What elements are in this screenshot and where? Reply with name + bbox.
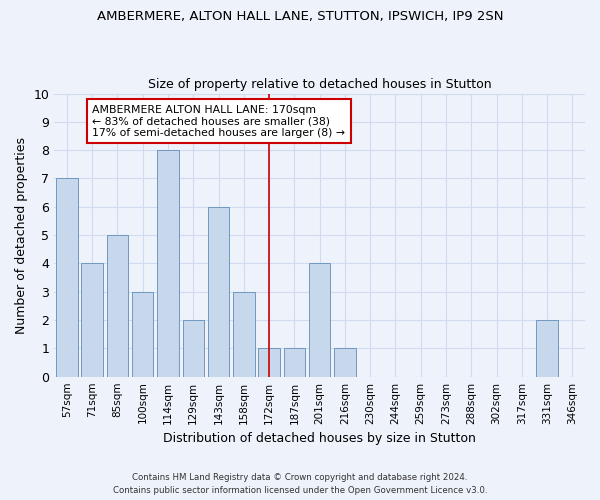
- Bar: [107, 235, 128, 376]
- Bar: [233, 292, 254, 376]
- Bar: [132, 292, 154, 376]
- Bar: [284, 348, 305, 376]
- Bar: [182, 320, 204, 376]
- Bar: [334, 348, 356, 376]
- Title: Size of property relative to detached houses in Stutton: Size of property relative to detached ho…: [148, 78, 491, 91]
- Bar: [309, 264, 331, 376]
- Y-axis label: Number of detached properties: Number of detached properties: [15, 136, 28, 334]
- Text: Contains HM Land Registry data © Crown copyright and database right 2024.
Contai: Contains HM Land Registry data © Crown c…: [113, 474, 487, 495]
- Bar: [56, 178, 77, 376]
- Bar: [536, 320, 558, 376]
- Bar: [82, 264, 103, 376]
- Bar: [259, 348, 280, 376]
- Bar: [208, 207, 229, 376]
- X-axis label: Distribution of detached houses by size in Stutton: Distribution of detached houses by size …: [163, 432, 476, 445]
- Text: AMBERMERE ALTON HALL LANE: 170sqm
← 83% of detached houses are smaller (38)
17% : AMBERMERE ALTON HALL LANE: 170sqm ← 83% …: [92, 105, 345, 138]
- Text: AMBERMERE, ALTON HALL LANE, STUTTON, IPSWICH, IP9 2SN: AMBERMERE, ALTON HALL LANE, STUTTON, IPS…: [97, 10, 503, 23]
- Bar: [157, 150, 179, 376]
